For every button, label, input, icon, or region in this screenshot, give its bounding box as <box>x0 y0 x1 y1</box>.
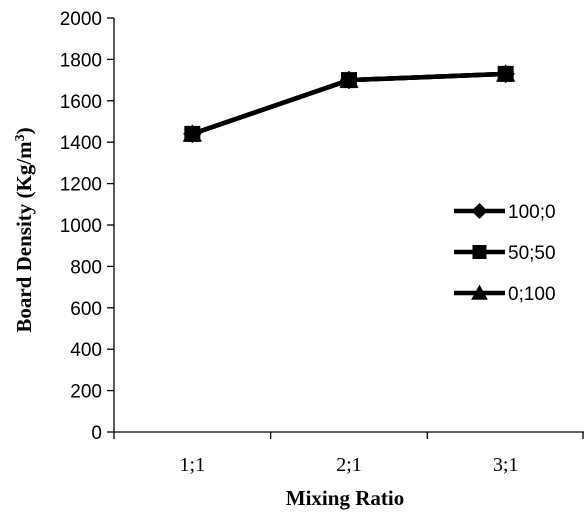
y-tick-label: 1600 <box>60 92 102 113</box>
x-axis: 1;1 2;1 3;1 <box>113 431 584 476</box>
y-tick-label: 1200 <box>60 175 102 196</box>
legend-marker <box>472 245 487 259</box>
x-tick-label: 3;1 <box>493 454 519 476</box>
y-tick-label: 1400 <box>60 133 102 154</box>
x-axis-title: Mixing Ratio <box>286 486 404 510</box>
plot-area <box>182 64 516 144</box>
y-tick-label: 200 <box>70 382 102 403</box>
legend-label: 50;50 <box>508 243 556 264</box>
x-tick-label: 2;1 <box>336 454 362 476</box>
legend-item: 100;0 <box>454 202 556 223</box>
data-point <box>184 125 201 142</box>
legend-label: 0;100 <box>508 284 556 305</box>
data-point <box>497 65 514 82</box>
y-tick-label: 0 <box>91 423 102 444</box>
y-tick-label: 400 <box>70 340 102 361</box>
legend-item: 50;50 <box>454 243 556 264</box>
y-tick-label: 2000 <box>60 9 102 30</box>
y-tick-label: 1800 <box>60 50 102 71</box>
y-axis: 0 200 400 600 800 1000 1200 1400 1600 1800 2000 <box>60 9 115 444</box>
legend-marker <box>471 202 488 220</box>
y-tick-label: 800 <box>70 257 102 278</box>
x-tick-label: 1;1 <box>180 454 206 476</box>
legend-label: 100;0 <box>508 202 556 223</box>
y-tick-label: 600 <box>70 299 102 320</box>
legend: 100;0 50;50 0;100 <box>454 202 556 305</box>
series-50;50 <box>184 65 514 142</box>
y-tick-label: 1000 <box>60 216 102 237</box>
y-axis-title: Board Density (Kg/m3) <box>12 127 36 332</box>
data-point <box>341 72 357 89</box>
legend-marker <box>471 284 488 300</box>
legend-item: 0;100 <box>454 284 556 305</box>
